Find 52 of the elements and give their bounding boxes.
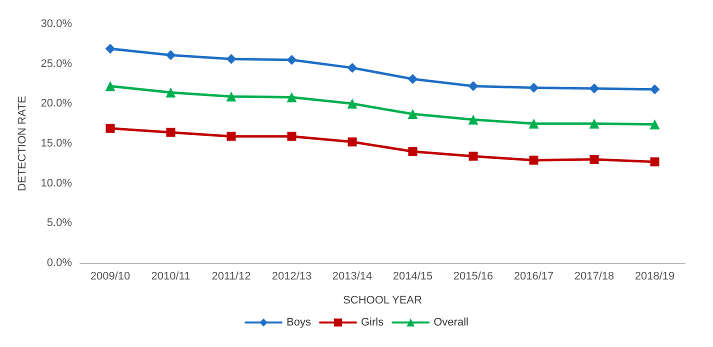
x-tick-label: 2012/13: [272, 270, 312, 282]
legend-label: Overall: [434, 316, 468, 328]
legend-label: Boys: [286, 316, 312, 328]
y-tick-label: 15.0%: [40, 138, 72, 150]
point: [348, 137, 357, 146]
point: [589, 84, 600, 94]
point: [166, 88, 176, 98]
point: [650, 119, 660, 130]
x-tick-label: 2013/14: [332, 270, 372, 282]
x-axis-title: SCHOOL YEAR: [343, 294, 422, 306]
point: [590, 154, 599, 164]
point: [166, 128, 176, 137]
y-tick-label: 5.0%: [46, 217, 72, 230]
x-tick-label: 2010/11: [151, 270, 190, 282]
x-tick-label: 2016/17: [514, 270, 554, 282]
point: [408, 74, 418, 84]
point: [589, 118, 600, 129]
point: [286, 54, 297, 65]
y-tick-label: 20.0%: [40, 98, 72, 110]
point: [650, 84, 660, 94]
x-tick-label: 2011/12: [212, 270, 251, 282]
point: [408, 109, 418, 120]
x-tick-label: 2009/10: [90, 270, 130, 282]
point: [226, 54, 236, 64]
point: [286, 92, 297, 102]
point: [166, 50, 176, 60]
legend-label: Girls: [361, 316, 384, 328]
x-tick-label: 2018/19: [634, 270, 675, 282]
point: [347, 62, 358, 73]
point: [408, 146, 418, 156]
point: [528, 82, 539, 93]
point: [226, 132, 236, 141]
y-tick-label: 10.0%: [40, 177, 72, 190]
point: [650, 157, 660, 166]
point: [105, 81, 116, 92]
point: [287, 132, 296, 141]
y-axis-title: DETECTION RATE: [16, 96, 28, 192]
y-tick-label: 0.0%: [46, 257, 72, 269]
point: [106, 124, 115, 133]
x-tick-label: 2015/16: [453, 270, 494, 282]
y-tick-label: 25.0%: [40, 58, 72, 70]
point: [226, 91, 236, 102]
point: [347, 98, 358, 109]
y-tick-label: 30.0%: [40, 18, 72, 30]
x-tick-label: 2017/18: [574, 270, 614, 282]
point: [529, 156, 538, 165]
point: [528, 118, 539, 129]
point: [468, 81, 478, 92]
point: [105, 44, 116, 54]
x-tick-label: 2014/15: [392, 270, 433, 282]
point: [468, 152, 478, 161]
point: [468, 114, 478, 125]
